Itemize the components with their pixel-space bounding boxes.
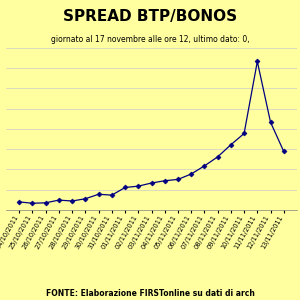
Text: FONTE: Elaborazione FIRSTonline su dati di arch: FONTE: Elaborazione FIRSTonline su dati … bbox=[46, 290, 254, 298]
Text: giornato al 17 novembre alle ore 12, ultimo dato: 0,: giornato al 17 novembre alle ore 12, ult… bbox=[51, 34, 249, 43]
Text: SPREAD BTP/BONOS: SPREAD BTP/BONOS bbox=[63, 9, 237, 24]
